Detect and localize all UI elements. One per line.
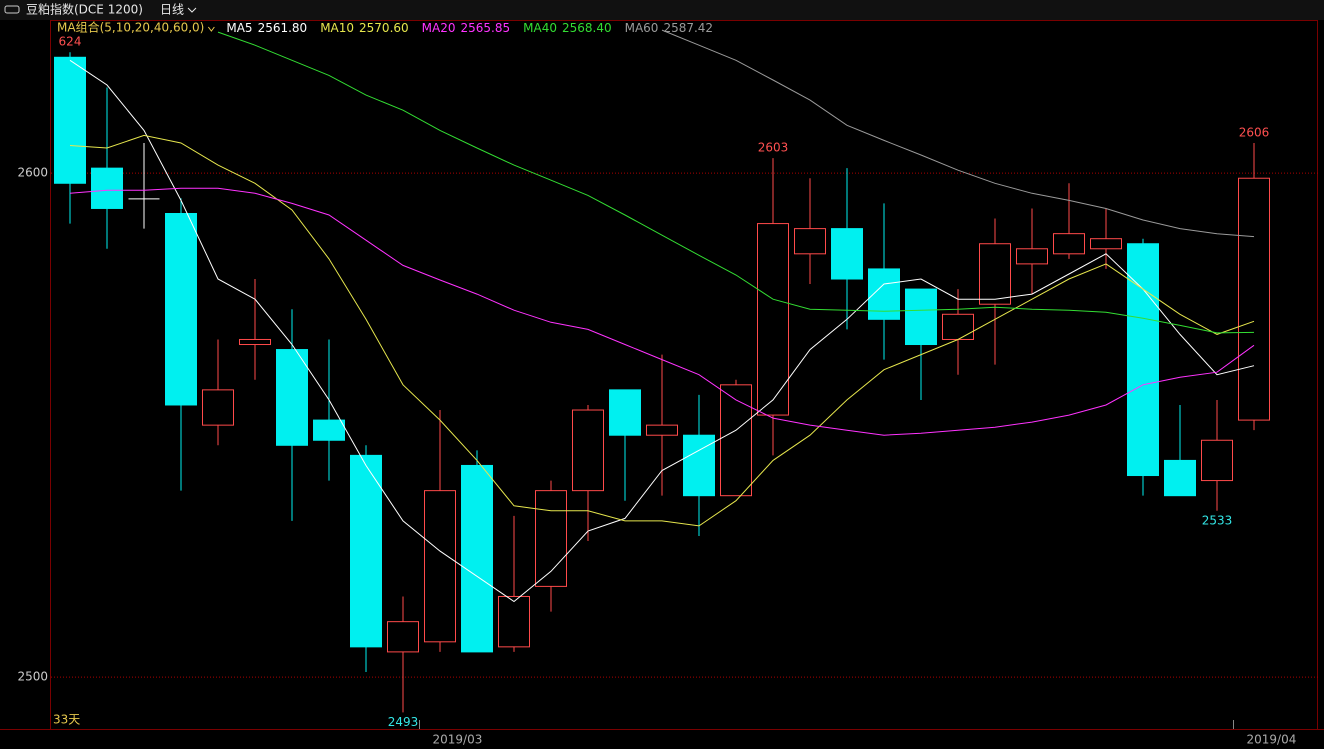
candle-body: [979, 243, 1011, 305]
candle-body: [1238, 177, 1270, 421]
symbol-name[interactable]: 豆粕指数(DCE 1200): [26, 2, 143, 17]
legend-name: MA10: [320, 21, 354, 35]
legend-value: 2568.40: [562, 21, 612, 35]
toolbar: [0, 0, 1324, 20]
candle-body: [128, 198, 160, 200]
plot-area: [54, 29, 1270, 713]
ma-line: [69, 59, 1255, 603]
legend-chevron: [207, 26, 215, 32]
ma-line: [217, 31, 1255, 334]
legend-name: MA40: [523, 21, 557, 35]
candle-body: [1016, 248, 1048, 265]
candle-body: [202, 389, 234, 426]
y-tick-label: 2500: [17, 670, 48, 684]
candle-body: [831, 228, 863, 280]
candle-body: [313, 419, 345, 441]
candle-body: [387, 621, 419, 653]
candle-body: [609, 389, 641, 436]
ma-line: [661, 29, 1255, 238]
legend-name: MA5: [226, 21, 252, 35]
candle-body: [1164, 459, 1196, 497]
legend-entry: MA20 2565.85: [422, 21, 510, 35]
ma-line: [69, 187, 1255, 436]
candle-body: [757, 223, 789, 416]
legend-entry: MA10 2570.60: [320, 21, 408, 35]
period-chevron[interactable]: [187, 7, 197, 13]
extreme-label: 624: [59, 35, 82, 49]
legend-entry: MA60 2587.42: [625, 21, 713, 35]
candle-body: [720, 384, 752, 497]
candle-body: [239, 338, 271, 346]
candle-body: [1201, 439, 1233, 482]
legend-name: MA20: [422, 21, 456, 35]
candle-body: [1090, 238, 1122, 250]
candle-body: [905, 288, 937, 346]
candle-body: [572, 409, 604, 492]
period-selector[interactable]: 日线: [160, 3, 184, 17]
extreme-label: 2603: [758, 141, 789, 155]
legend-value: 2587.42: [663, 21, 713, 35]
toolbar-icon[interactable]: [4, 5, 20, 14]
legend-value: 2565.85: [461, 21, 511, 35]
candle-body: [424, 490, 456, 643]
extreme-label: 2533: [1202, 513, 1233, 527]
candle-body: [165, 212, 197, 406]
extreme-label: 2493: [388, 715, 419, 729]
legend-entry: MA5 2561.80: [226, 21, 307, 35]
candle-body: [535, 490, 567, 587]
legend-entry: MA40 2568.40: [523, 21, 611, 35]
ma-line: [69, 134, 1255, 527]
y-tick-label: 2600: [17, 166, 48, 180]
candle-body: [942, 313, 974, 340]
extreme-label: 2606: [1239, 125, 1270, 139]
legend: MA组合(5,10,20,40,60,0) MA5 2561.80 MA10 2570…: [57, 20, 713, 35]
candle-body: [794, 228, 826, 255]
candle-body: [683, 434, 715, 497]
legend-value: 2561.80: [258, 21, 308, 35]
candle-body: [350, 454, 382, 648]
x-tick-label: 2019/04: [1247, 733, 1297, 747]
candle-body: [1053, 233, 1085, 255]
legend-name: MA60: [625, 21, 659, 35]
candle-body: [461, 464, 493, 653]
candle-body: [54, 56, 86, 184]
bar-count: 33天: [53, 713, 80, 727]
candle-body: [646, 424, 678, 436]
x-tick-label: 2019/03: [433, 733, 483, 747]
candle-body: [498, 595, 530, 648]
legend-title[interactable]: MA组合(5,10,20,40,60,0): [57, 20, 204, 35]
legend-value: 2570.60: [359, 21, 409, 35]
candle-body: [276, 349, 308, 446]
candle-body: [91, 167, 123, 209]
